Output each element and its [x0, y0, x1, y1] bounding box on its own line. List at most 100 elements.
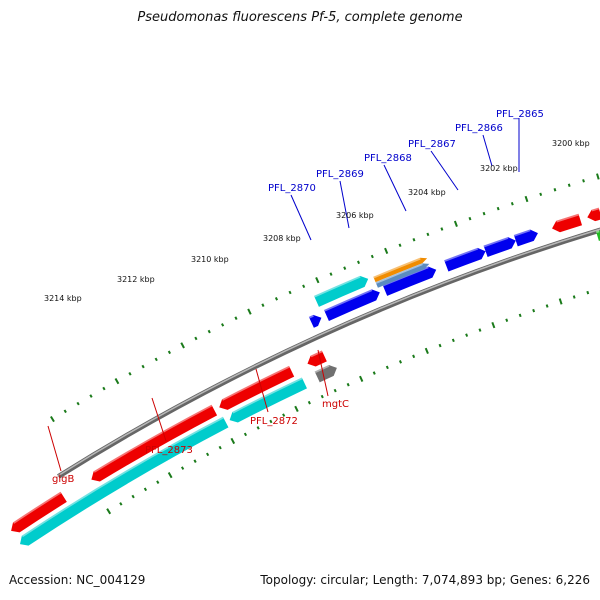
inner-tick	[424, 347, 429, 355]
inner-tick	[282, 413, 286, 417]
outer-tick	[288, 290, 292, 295]
outer-tick	[496, 206, 500, 211]
label-leaders	[47, 118, 520, 472]
gene-label-pfl-2870: PFL_2870	[268, 183, 316, 194]
gene-red-edge-gloss	[556, 213, 579, 223]
feature-cyan-1	[20, 416, 229, 546]
inner-tick	[269, 419, 273, 424]
inner-tick	[491, 321, 496, 329]
outer-tick	[194, 336, 198, 341]
outer-tick-track	[50, 173, 600, 423]
inner-tick	[167, 472, 173, 479]
gene-label-pfl-2865: PFL_2865	[496, 109, 544, 120]
leader-line	[290, 194, 312, 241]
leader-line	[47, 425, 62, 472]
outer-tick	[567, 183, 571, 187]
tick-label-3210: 3210 kbp	[191, 255, 229, 264]
outer-tick	[261, 303, 265, 307]
tick-label-3212: 3212 kbp	[117, 275, 155, 284]
outer-tick	[440, 227, 444, 231]
feature-cyan-top-gloss	[313, 275, 361, 298]
tick-label-3214: 3214 kbp	[44, 294, 82, 303]
inner-tick	[465, 333, 469, 337]
outer-tick	[582, 179, 585, 183]
gene-label-pfl-2872: PFL_2872	[250, 416, 298, 427]
inner-tick	[359, 375, 364, 382]
feature-tracks	[11, 207, 600, 546]
labels: 3200 kbp 3202 kbp 3204 kbp 3206 kbp 3208…	[44, 109, 590, 485]
gene-pfl-2867-gloss	[444, 247, 479, 262]
gene-pfl-2866	[483, 237, 516, 257]
map-title: Pseudomonas fluorescens Pf-5, complete g…	[137, 10, 463, 25]
outer-tick	[302, 284, 306, 289]
tick-label-3208: 3208 kbp	[263, 234, 301, 243]
gene-pfl-2865-gloss	[513, 229, 531, 237]
outer-tick	[426, 232, 430, 237]
outer-tick	[234, 316, 238, 321]
outer-tick	[510, 202, 514, 206]
inner-tick	[438, 343, 442, 348]
outer-tick	[76, 401, 80, 406]
outer-tick	[89, 394, 93, 398]
feature-cyan-2	[229, 377, 307, 423]
gene-red-edge-2-gloss	[591, 207, 600, 212]
gene-pfl-2873	[91, 404, 218, 482]
gene-mgtc	[307, 350, 327, 367]
feature-orange	[373, 257, 428, 283]
inner-tick	[294, 405, 299, 413]
inner-tick-track	[106, 287, 600, 515]
accession-text: Accession: NC_004129	[9, 573, 146, 587]
outer-tick	[315, 277, 320, 284]
inner-tick	[572, 295, 576, 299]
gene-label-pfl-2867: PFL_2867	[408, 139, 456, 150]
inner-tick	[193, 459, 197, 464]
outer-tick	[180, 342, 185, 349]
inner-tick	[256, 426, 260, 430]
inner-tick	[230, 437, 236, 445]
inner-tick	[346, 382, 350, 387]
inner-tick	[412, 354, 416, 359]
topology-summary: Topology: circular; Length: 7,074,893 bp…	[260, 573, 590, 587]
gene-pfl-2870-gloss	[308, 314, 314, 319]
outer-tick	[453, 220, 458, 227]
gene-red-edge-2	[587, 207, 600, 222]
outer-tick	[50, 415, 55, 423]
gene-pfl-2865	[513, 229, 538, 247]
outer-tick	[114, 378, 120, 385]
outer-tick	[553, 187, 557, 192]
gene-pfl-2873-gloss	[93, 404, 213, 473]
inner-tick	[545, 304, 549, 308]
outer-tick	[207, 329, 211, 334]
gene-label-pfl-2869: PFL_2869	[316, 169, 364, 180]
inner-tick	[558, 298, 563, 305]
outer-tick	[141, 364, 145, 369]
gene-pfl-2868	[382, 266, 437, 296]
inner-tick	[398, 360, 402, 364]
gene-label-pfl-2866: PFL_2866	[455, 123, 503, 134]
gene-pfl-2869-gloss	[323, 289, 373, 312]
gene-label-pfl-2868: PFL_2868	[364, 153, 412, 164]
leader-line	[482, 134, 493, 167]
feature-orange-gloss	[373, 257, 421, 279]
backbone-highlight	[57, 228, 600, 477]
tick-label-3204: 3204 kbp	[408, 188, 446, 197]
genome-backbone	[57, 227, 600, 479]
feature-cyan-top	[314, 275, 369, 307]
inner-tick	[532, 308, 536, 313]
tick-label-3200: 3200 kbp	[552, 139, 590, 148]
gene-red-edge	[552, 213, 583, 233]
inner-tick	[451, 338, 455, 343]
outer-tick	[468, 216, 472, 221]
inner-tick	[131, 494, 135, 499]
feature-gray	[314, 364, 337, 383]
outer-tick	[247, 308, 252, 315]
inner-tick	[320, 394, 324, 399]
gene-pfl-2872	[219, 365, 295, 410]
feature-green-edge	[596, 230, 600, 241]
inner-tick	[218, 445, 222, 450]
outer-tick	[154, 357, 158, 362]
inner-tick	[119, 502, 123, 506]
feature-green-edge-gloss	[595, 230, 600, 234]
outer-tick	[524, 195, 529, 203]
